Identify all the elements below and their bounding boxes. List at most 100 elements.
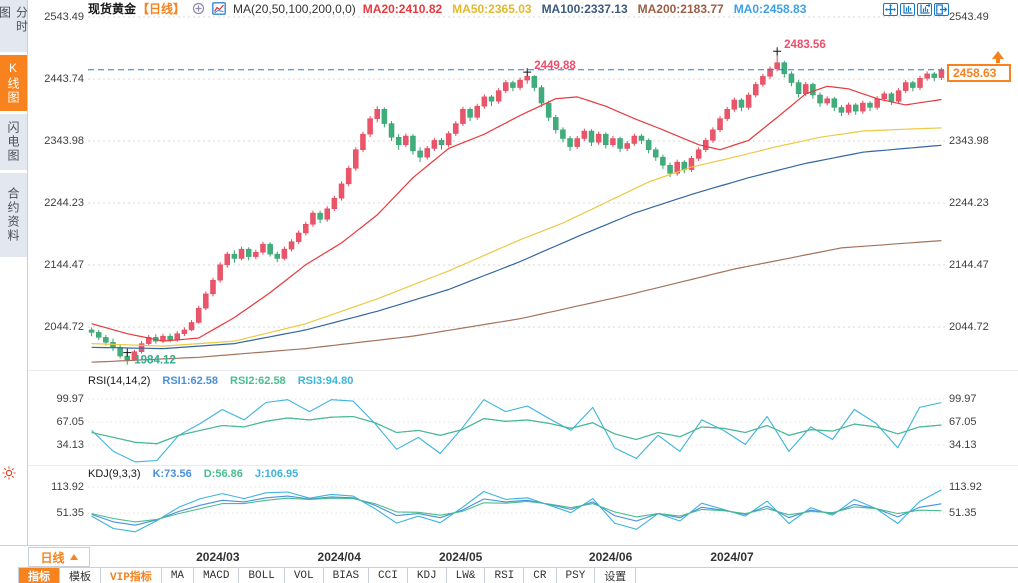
- axis-label: 51.35: [56, 506, 84, 519]
- chart-tool-icons: [883, 3, 949, 16]
- sidebar: 分时图 K线图闪电图合约资料: [0, 0, 29, 583]
- indicator-value: K:73.56: [152, 468, 192, 480]
- pan-latest-icon[interactable]: [934, 3, 949, 16]
- indicator-value: RSI1:62.58: [162, 375, 219, 387]
- axis-label: 99.97: [56, 393, 84, 405]
- pane-separator: [28, 465, 1018, 466]
- price-up-arrow-icon: [992, 51, 1004, 59]
- axis-label: 2244.23: [44, 197, 84, 209]
- axis-label: 51.35: [949, 506, 977, 519]
- toolbar-tab-11[interactable]: LW&: [447, 568, 486, 583]
- time-axis: 日线 2024/03 2024/04 2024/05 2024/06 2024/07: [0, 545, 1018, 567]
- toolbar-tab-12[interactable]: RSI: [485, 568, 525, 583]
- date-label: 2024/05: [438, 550, 483, 564]
- toolbar-tab-6[interactable]: BOLL: [239, 568, 285, 583]
- price-up-arrow-stem: [996, 59, 1000, 63]
- ma-value: MA0:2458.83: [733, 1, 807, 16]
- toolbar-tab-15[interactable]: 设置: [595, 568, 637, 583]
- axis-label: 2443.74: [44, 73, 84, 85]
- period-selector-label: 日线: [40, 550, 65, 565]
- axis-label: 67.05: [56, 416, 84, 428]
- rsi-header: RSI(14,14,2) RSI1:62.58 RSI2:62.58 RSI3:94.…: [88, 375, 377, 387]
- axis-label: 67.05: [949, 416, 977, 428]
- axis-label: 34.13: [56, 439, 84, 452]
- price-annotation: 2483.56: [784, 39, 826, 51]
- axis-label: 2244.23: [949, 197, 989, 209]
- mini-chart-icon[interactable]: [212, 2, 226, 15]
- symbol-name: 现货黄金: [88, 2, 137, 16]
- toolbar-tab-4[interactable]: MA: [162, 568, 195, 583]
- indicator-line-j: [91, 489, 942, 533]
- y-axis-scale-icon[interactable]: [900, 3, 915, 16]
- kdj-header: KDJ(9,3,3) K:73.56 D:56.86 J:106.95: [88, 468, 322, 480]
- annotation-marker: [123, 348, 132, 357]
- annotation-marker: [523, 68, 532, 77]
- x-axis-scale-icon[interactable]: [917, 3, 932, 16]
- indicator-line-rsi2: [91, 415, 942, 445]
- toolbar-tab-13[interactable]: CR: [524, 568, 557, 583]
- period-selector[interactable]: 日线: [28, 547, 90, 567]
- crosshair-icon[interactable]: [883, 3, 898, 16]
- indicator-line-rsi3: [91, 399, 942, 463]
- ma-value: MA20:2410.82: [362, 1, 443, 16]
- ma-values: MA20:2410.82 MA50:2365.03 MA100:2337.13 MA2…: [363, 2, 807, 16]
- indicator-line-d: [91, 497, 942, 523]
- axis-label: 2144.47: [949, 259, 989, 271]
- toolbar-tab-8[interactable]: BIAS: [324, 568, 370, 583]
- axis-label: 113.92: [949, 481, 982, 493]
- ma-line-ma100: [91, 144, 942, 350]
- axis-label: 99.97: [949, 393, 977, 405]
- indicator-value: RSI3:94.80: [297, 375, 354, 387]
- axis-label: 2044.72: [44, 321, 84, 333]
- indicator-value: J:106.95: [254, 468, 299, 480]
- toolbar-tab-5[interactable]: MACD: [194, 568, 240, 583]
- price-annotation: 1984.12: [134, 355, 176, 367]
- add-circle-icon[interactable]: [192, 2, 205, 15]
- axis-label: 2543.49: [949, 11, 989, 23]
- gridlines: [88, 16, 945, 514]
- axis-label: 2044.72: [949, 321, 989, 333]
- axis-label: 2543.49: [44, 11, 84, 23]
- indicator-toolbar: 指标 模板 VIP指标 MA MACD BOLL VOL BIAS CCI KDJ LW& RSI CR…: [18, 567, 1018, 583]
- indicator-line-k: [91, 495, 942, 526]
- axis-label: 2343.98: [44, 135, 84, 147]
- toolbar-tab-14[interactable]: PSY: [557, 568, 596, 583]
- date-label: 2024/07: [710, 550, 754, 564]
- toolbar-tab-3[interactable]: VIP指标: [101, 568, 162, 583]
- ma-line-ma20: [91, 85, 942, 342]
- ma-value: MA50:2365.03: [452, 1, 532, 16]
- indicator-settings-icon[interactable]: [2, 466, 16, 480]
- current-price-label: 2458.63: [947, 64, 1011, 82]
- kdj-title: KDJ(9,3,3): [88, 468, 141, 480]
- candlestick-series: [88, 54, 945, 365]
- toolbar-tab-7[interactable]: VOL: [285, 568, 324, 583]
- ma-value: MA100:2337.13: [541, 1, 628, 16]
- date-label: 2024/06: [588, 550, 633, 564]
- toolbar-tab-1[interactable]: 指标: [19, 568, 60, 583]
- axis-label: 34.13: [949, 439, 977, 452]
- sidebar-tab-1[interactable]: 分时图: [0, 0, 29, 52]
- dropdown-arrow-icon: [69, 554, 78, 560]
- chart-header: 现货黄金 【日线】 MA(20,50,100,200,0,0) MA20:2410…: [88, 1, 807, 17]
- axis-label: 2144.47: [44, 259, 84, 271]
- annotation-marker: [773, 47, 782, 56]
- sidebar-tab-3[interactable]: 闪电图: [0, 114, 27, 170]
- axis-label: 113.92: [51, 481, 84, 493]
- date-label: 2024/04: [317, 550, 361, 564]
- ma-line-ma50: [91, 127, 942, 347]
- pane-separator: [28, 370, 1018, 371]
- rsi-title: RSI(14,14,2): [88, 375, 151, 387]
- toolbar-tab-2[interactable]: 模板: [60, 568, 101, 583]
- indicator-value: RSI2:62.58: [230, 375, 286, 387]
- sidebar-tab-2[interactable]: K线图: [0, 55, 27, 111]
- sidebar-tab-4[interactable]: 合约资料: [0, 173, 27, 257]
- ma-line-ma200: [91, 240, 942, 363]
- toolbar-tab-10[interactable]: KDJ: [408, 568, 447, 583]
- ma-value: MA200:2183.77: [637, 1, 724, 16]
- indicator-value: D:56.86: [203, 468, 243, 480]
- toolbar-tab-9[interactable]: CCI: [369, 568, 408, 583]
- price-annotation: 2449.88: [534, 60, 576, 72]
- axis-label: 2343.98: [949, 135, 989, 147]
